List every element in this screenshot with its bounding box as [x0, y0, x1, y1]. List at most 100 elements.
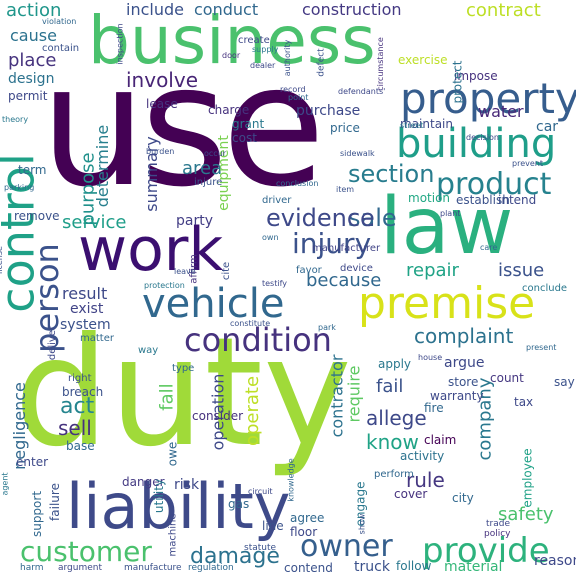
word-apply: apply: [378, 357, 412, 371]
word-safety: safety: [498, 504, 554, 525]
word-policy: policy: [484, 529, 511, 539]
word-utility: utility: [152, 478, 167, 514]
word-statute: statute: [244, 543, 277, 553]
word-line: line: [262, 519, 284, 533]
word-driver: driver: [262, 195, 292, 206]
word-cite: cite: [221, 261, 233, 281]
word-place: place: [8, 50, 57, 71]
word-employee: employee: [520, 448, 535, 508]
word-circuit: circuit: [248, 487, 273, 496]
word-license: license: [0, 246, 4, 274]
word-conduct: conduct: [194, 0, 259, 19]
word-create: create: [238, 35, 270, 46]
word-intend: intend: [498, 193, 537, 207]
word-charge: charge: [208, 103, 250, 117]
word-lease: lease: [146, 97, 178, 111]
word-point: point: [288, 93, 309, 102]
word-law: law: [380, 182, 514, 272]
word-way: way: [138, 345, 159, 356]
word-show: show: [357, 513, 367, 535]
word-repair: repair: [406, 260, 459, 281]
word-danger: danger: [122, 475, 165, 489]
word-car: car: [536, 119, 559, 135]
word-require: require: [344, 365, 364, 423]
word-owner: owner: [300, 529, 393, 564]
word-agent: agent: [0, 472, 10, 496]
word-favor: favor: [296, 265, 322, 276]
word-type: type: [172, 363, 195, 374]
word-street: street: [400, 121, 424, 130]
word-maintain: maintain: [400, 117, 453, 131]
word-present: present: [526, 343, 557, 352]
word-perform: perform: [374, 469, 414, 480]
word-cover: cover: [394, 487, 428, 501]
word-involve: involve: [126, 68, 199, 92]
word-occur: occur: [204, 149, 227, 158]
word-service: service: [62, 212, 127, 233]
word-sale: sale: [348, 204, 397, 232]
word-trade: trade: [486, 519, 510, 529]
word-duty: duty: [14, 306, 352, 480]
word-claim: claim: [424, 433, 457, 447]
word-allege: allege: [366, 406, 427, 430]
word-issue: issue: [498, 260, 545, 281]
word-evidence: evidence: [266, 204, 375, 232]
word-gas: gas: [228, 497, 250, 511]
word-vehicle: vehicle: [142, 281, 285, 327]
word-fail: fail: [376, 376, 404, 397]
word-sidewalk: sidewalk: [340, 149, 375, 158]
word-premise: premise: [358, 278, 536, 329]
word-parking: parking: [4, 183, 35, 192]
word-support: support: [30, 490, 45, 538]
word-conclude: conclude: [522, 283, 568, 294]
word-burden: burden: [146, 147, 175, 156]
word-breach: breach: [62, 385, 104, 399]
word-action: action: [6, 0, 62, 21]
word-conclusion: conclusion: [276, 179, 319, 188]
word-cost: cost: [232, 131, 257, 145]
word-because: because: [306, 270, 382, 291]
word-property: property: [400, 74, 576, 123]
word-store: store: [448, 375, 479, 389]
word-party: party: [176, 213, 213, 229]
word-prevent: prevent: [512, 159, 543, 168]
word-impose: impose: [454, 69, 498, 83]
word-complaint: complaint: [414, 324, 514, 348]
word-harm: harm: [20, 563, 44, 573]
word-area: area: [182, 158, 223, 179]
word-park: park: [318, 323, 336, 332]
word-regulation: regulation: [188, 563, 234, 573]
word-equipment: equipment: [215, 135, 232, 211]
word-truck: truck: [354, 559, 390, 575]
word-injure: injure: [194, 177, 223, 188]
word-own: own: [262, 233, 279, 242]
word-leave: leave: [174, 267, 196, 276]
word-door: door: [222, 51, 241, 60]
word-injury: injury: [292, 227, 372, 260]
word-manufacture: manufacture: [124, 563, 182, 573]
word-warranty: warranty: [430, 389, 484, 403]
word-right: right: [68, 373, 92, 384]
word-provide: provide: [422, 531, 550, 571]
word-condition: condition: [184, 321, 332, 359]
word-term: term: [18, 163, 47, 177]
word-item: item: [336, 185, 355, 194]
word-say: say: [554, 375, 575, 389]
word-protection: protection: [144, 281, 185, 290]
word-tax: tax: [514, 395, 534, 409]
word-violation: violation: [42, 17, 77, 26]
word-machine: machine: [167, 513, 179, 557]
word-argue: argue: [444, 355, 485, 371]
word-knowledge: knowledge: [286, 458, 296, 502]
word-rule: rule: [406, 468, 445, 492]
word-design: design: [8, 71, 55, 87]
word-contain: contain: [42, 43, 80, 54]
word-floor: floor: [290, 525, 318, 539]
word-constitute: constitute: [230, 319, 271, 328]
word-manufacturer: manufacturer: [312, 243, 381, 254]
word-city: city: [452, 491, 474, 505]
word-record: record: [280, 85, 306, 94]
word-plant: plant: [440, 209, 461, 218]
word-purchase: purchase: [296, 103, 361, 119]
word-exercise: exercise: [398, 53, 448, 67]
